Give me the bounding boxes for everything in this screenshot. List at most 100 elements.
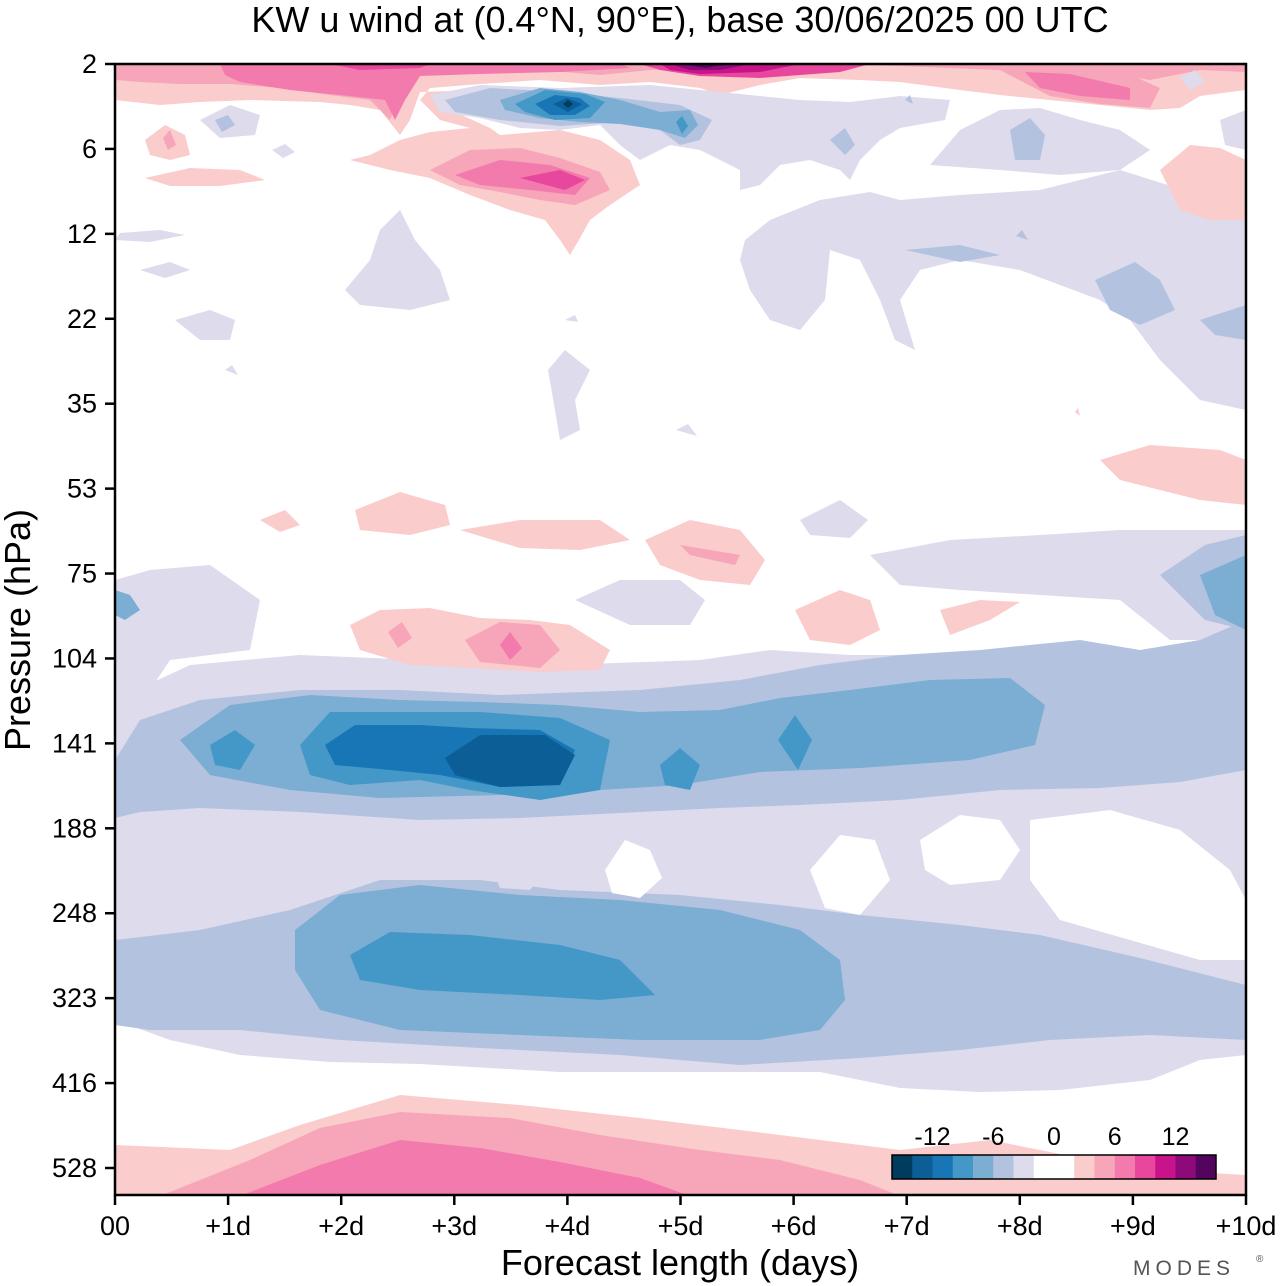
contour-lower-strat-2 bbox=[355, 492, 450, 535]
colorbar-tick-label: 0 bbox=[1047, 1123, 1061, 1151]
colorbar-swatch bbox=[1114, 1155, 1136, 1179]
y-axis: 2 6 12 22 35 53 75 104 141 188 248 323 416 528 bbox=[52, 49, 115, 1183]
y-tick-label: 416 bbox=[52, 1068, 97, 1098]
contour-lower-strat-2 bbox=[1100, 445, 1246, 505]
contour-strat-6 bbox=[1025, 72, 1130, 100]
x-tick-label: +5d bbox=[658, 1211, 704, 1241]
contour-strat-2 bbox=[145, 168, 265, 186]
contour-mid-strat-2 bbox=[740, 170, 1246, 410]
x-tick-label: 00 bbox=[100, 1211, 130, 1241]
contour-mid-strat-2 bbox=[676, 424, 697, 436]
y-tick-label: 75 bbox=[67, 559, 97, 589]
contour-hole bbox=[1030, 810, 1246, 960]
colorbar-swatch bbox=[1074, 1155, 1095, 1179]
contour-upper-6 bbox=[1200, 555, 1246, 630]
colorbar-swatch bbox=[912, 1155, 933, 1179]
contour-lower-strat-2 bbox=[460, 520, 630, 550]
contour-hole bbox=[605, 840, 662, 898]
colorbar-swatch bbox=[892, 1155, 913, 1179]
colorbar-swatch bbox=[1033, 1155, 1055, 1179]
contour-strat-neg-2 bbox=[272, 144, 295, 158]
contour-lower-strat-2 bbox=[940, 600, 1020, 635]
contour-lower-strat-neg bbox=[575, 580, 705, 625]
contour-strat-neg-4 bbox=[830, 128, 855, 155]
x-axis-label: Forecast length (days) bbox=[501, 1242, 859, 1283]
contour-mid-strat-2 bbox=[225, 365, 238, 375]
contour-mid-trop-8 bbox=[350, 932, 655, 1000]
contour-hole bbox=[920, 815, 1020, 885]
contour-strat-2 bbox=[1075, 408, 1080, 416]
colorbar-swatch bbox=[1175, 1155, 1197, 1179]
contour-mid-strat-2 bbox=[115, 230, 185, 242]
contour-strat-8 bbox=[520, 170, 585, 190]
x-tick-label: +4d bbox=[544, 1211, 590, 1241]
x-tick-label: +2d bbox=[318, 1211, 364, 1241]
y-tick-label: 141 bbox=[52, 728, 97, 758]
colorbar-swatch bbox=[932, 1155, 954, 1179]
contour-mid-strat-2 bbox=[140, 262, 190, 278]
y-tick-label: 248 bbox=[52, 898, 97, 928]
y-tick-label: 35 bbox=[67, 389, 97, 419]
contour-hole-weak bbox=[490, 845, 550, 890]
contour-lower-strat-6 bbox=[500, 632, 522, 660]
colorbar-tick-label: 12 bbox=[1162, 1123, 1190, 1151]
colorbar-frame bbox=[891, 1154, 1217, 1180]
contour-lower-strat-2 bbox=[260, 510, 300, 532]
contour-strat-neg-4 bbox=[215, 115, 235, 132]
colorbar-swatch bbox=[1195, 1155, 1217, 1179]
brand-text: MODES bbox=[1133, 1257, 1235, 1280]
contour-mid-strat-4 bbox=[905, 245, 1000, 262]
contour-lower-strat-4 bbox=[388, 622, 412, 648]
brand-logo: MODES ® bbox=[1133, 1254, 1264, 1280]
contour-strat-8 bbox=[330, 64, 430, 70]
x-tick-label: +9d bbox=[1110, 1211, 1156, 1241]
contour-mid-strat-4 bbox=[1016, 230, 1028, 240]
contour-lower-strat-neg bbox=[800, 500, 868, 538]
x-tick-label: +6d bbox=[771, 1211, 817, 1241]
contour-tiny bbox=[1130, 724, 1137, 730]
contour-upper-2 bbox=[870, 530, 1246, 640]
colorbar-tick-label: 6 bbox=[1108, 1123, 1122, 1151]
contour-upper-trop-8 bbox=[660, 748, 700, 790]
contour-field bbox=[115, 64, 1246, 1195]
contour-lower-strat-4 bbox=[680, 545, 740, 565]
contour-trop-2 bbox=[115, 565, 260, 700]
contour-tiny bbox=[115, 590, 140, 620]
colorbar-swatch bbox=[1094, 1155, 1116, 1179]
contour-strat-2 bbox=[1160, 145, 1246, 220]
y-tick-label: 323 bbox=[52, 983, 97, 1013]
contour-hole bbox=[810, 835, 890, 915]
colorbar: -12 -6 0 6 12 bbox=[891, 1123, 1217, 1180]
x-tick-label: +1d bbox=[205, 1211, 251, 1241]
colorbar-tick-label: -12 bbox=[914, 1123, 950, 1151]
x-tick-label: +8d bbox=[997, 1211, 1043, 1241]
contour-mid-strat-2 bbox=[548, 350, 590, 440]
contour-strat-6 bbox=[220, 64, 630, 120]
contour-lower-strat-neg bbox=[225, 580, 236, 590]
contour-upper-trop-12 bbox=[445, 735, 575, 787]
x-tick-label: +3d bbox=[431, 1211, 477, 1241]
y-tick-label: 528 bbox=[52, 1153, 97, 1183]
contour-mid-strat-4 bbox=[1200, 305, 1246, 340]
colorbar-swatch bbox=[1013, 1155, 1035, 1179]
contour-upper-trop-8 bbox=[778, 715, 812, 770]
contour-strat-neg-8 bbox=[676, 116, 688, 134]
y-tick-label: 12 bbox=[67, 219, 97, 249]
y-tick-label: 2 bbox=[82, 49, 97, 79]
x-axis: 00 +1d +2d +3d +4d +5d +6d +7d +8d +9d +10d bbox=[100, 1195, 1276, 1241]
chart-title: KW u wind at (0.4°N, 90°E), base 30/06/2… bbox=[251, 0, 1108, 40]
colorbar-tick-label: -6 bbox=[982, 1123, 1004, 1151]
brand-mark: ® bbox=[1256, 1254, 1264, 1265]
colorbar-swatch bbox=[1054, 1155, 1075, 1179]
x-tick-label: +10d bbox=[1216, 1211, 1277, 1241]
y-tick-label: 104 bbox=[52, 643, 97, 673]
contour-mid-strat-2 bbox=[175, 310, 235, 340]
contour-lower-strat-2 bbox=[795, 590, 880, 645]
colorbar-swatch bbox=[952, 1155, 974, 1179]
contour-lowlevel-6 bbox=[242, 1140, 688, 1195]
contour-strat-neg-4 bbox=[905, 95, 913, 104]
contour-upper-trop-8 bbox=[210, 730, 255, 770]
colorbar-swatch bbox=[1135, 1155, 1156, 1179]
colorbar-swatch bbox=[993, 1155, 1014, 1179]
